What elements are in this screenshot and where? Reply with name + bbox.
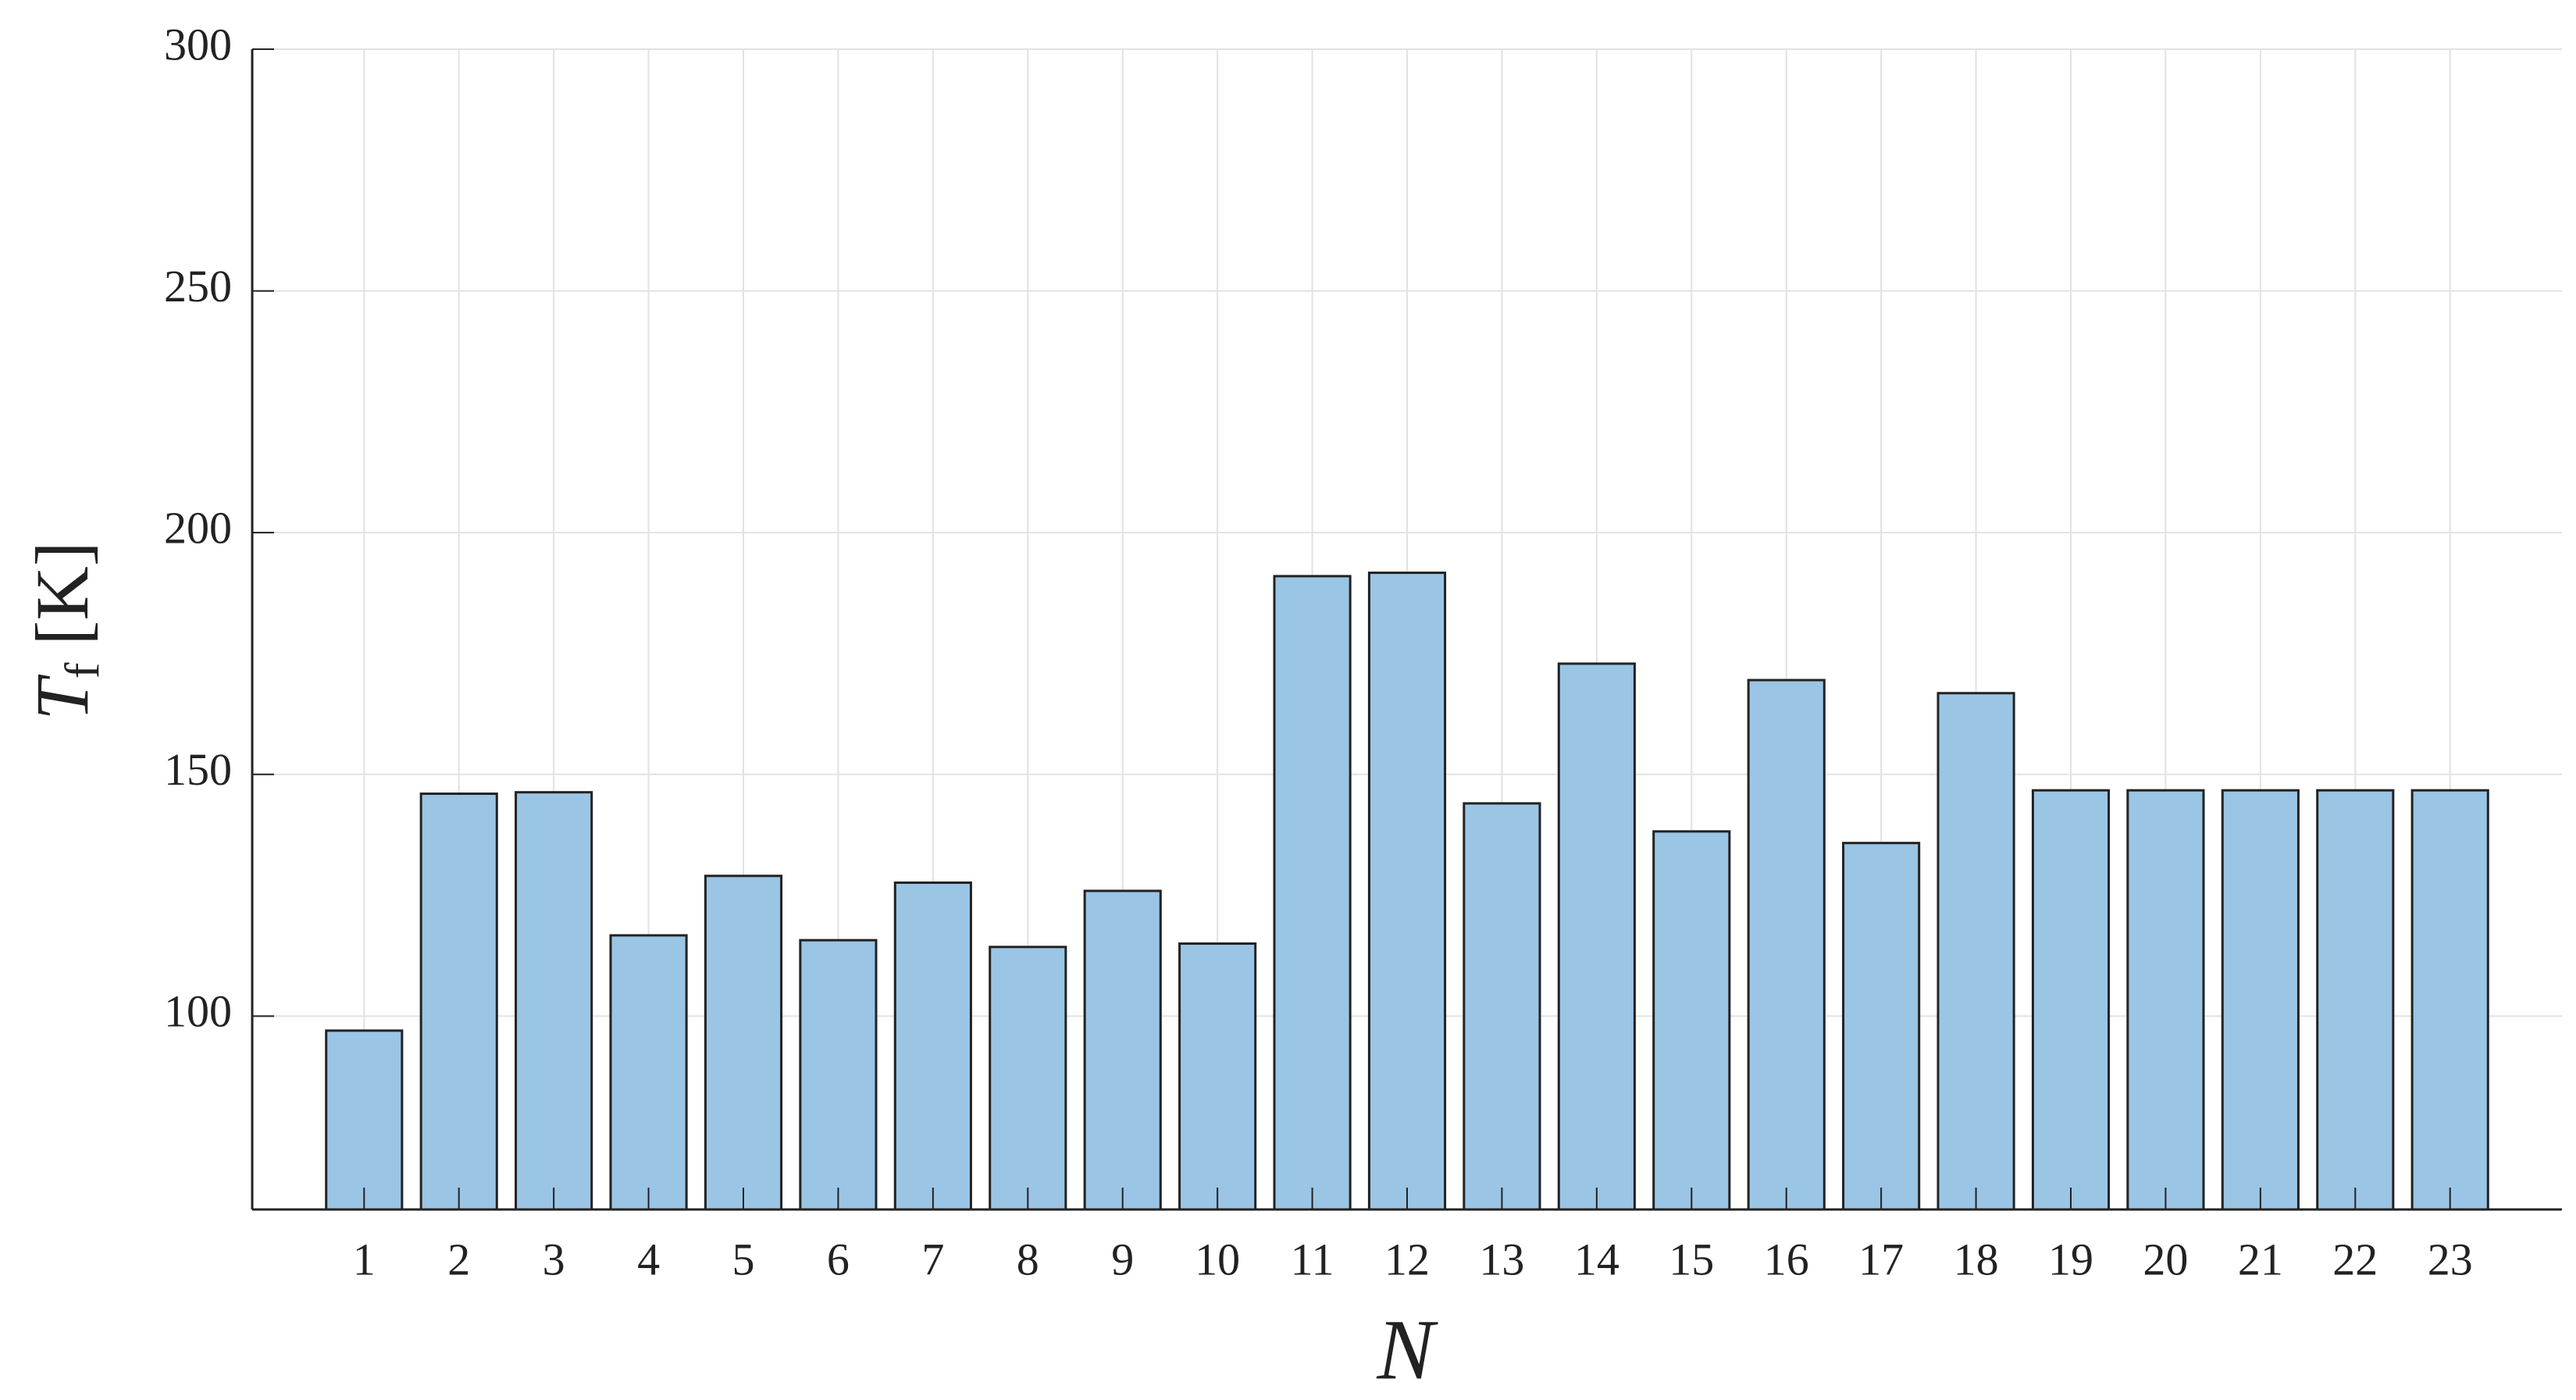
x-tick-label: 12 [1384, 1234, 1430, 1284]
x-tick-label: 8 [1017, 1234, 1039, 1284]
bar [419, 793, 498, 1211]
x-tick-label: 21 [2238, 1234, 2283, 1284]
x-tick-label: 2 [447, 1234, 470, 1284]
y-tick-label: 250 [164, 261, 232, 312]
bar [989, 946, 1067, 1211]
bar [2221, 789, 2300, 1211]
y-tick-label: 200 [164, 502, 232, 553]
bar [799, 939, 878, 1211]
x-tick-label: 19 [2048, 1234, 2093, 1284]
bar [609, 934, 688, 1211]
y-tick-label: 300 [164, 19, 232, 69]
y-tick-label: 150 [164, 744, 232, 795]
x-tick-label: 6 [827, 1234, 850, 1284]
bar [704, 875, 783, 1211]
bar [2410, 789, 2489, 1211]
bar [1557, 662, 1636, 1211]
bar [1367, 572, 1447, 1211]
x-tick-label: 11 [1291, 1234, 1334, 1284]
x-tick-label: 22 [2332, 1234, 2378, 1284]
y-label-unit: [K] [20, 541, 104, 645]
bar [1652, 830, 1731, 1211]
bar [1083, 889, 1162, 1211]
y-axis-label: Tf [K] [20, 541, 109, 720]
bar [1747, 679, 1826, 1211]
x-tick-label: 3 [543, 1234, 565, 1284]
bar [515, 791, 593, 1211]
x-tick-label: 16 [1764, 1234, 1809, 1284]
bar [1273, 575, 1352, 1211]
x-tick-label: 17 [1858, 1234, 1904, 1284]
x-tick-label: 18 [1954, 1234, 1999, 1284]
bar [1936, 692, 2015, 1211]
x-tick-label: 14 [1574, 1234, 1619, 1284]
y-label-subscript: f [56, 662, 109, 679]
bar [893, 881, 972, 1211]
x-tick-label: 20 [2143, 1234, 2188, 1284]
bar [2316, 789, 2395, 1211]
x-tick-label: 5 [732, 1234, 755, 1284]
bar [1842, 842, 1921, 1211]
x-tick-label: 9 [1111, 1234, 1134, 1284]
x-tick-label: 7 [921, 1234, 944, 1284]
x-tick-label: 10 [1195, 1234, 1240, 1284]
x-tick-label: 23 [2428, 1234, 2473, 1284]
x-tick-label: 15 [1669, 1234, 1714, 1284]
y-tick-label: 100 [164, 986, 232, 1037]
bar [1463, 802, 1541, 1211]
x-tick-label: 13 [1479, 1234, 1524, 1284]
x-axis-label: N [1376, 1302, 1438, 1397]
x-tick-label: 1 [353, 1234, 376, 1284]
x-tick-label: 4 [637, 1234, 660, 1284]
bar [2126, 789, 2205, 1211]
bar [1178, 942, 1257, 1211]
bar [325, 1029, 404, 1211]
y-label-symbol: T [20, 674, 104, 721]
bar [2031, 789, 2111, 1211]
